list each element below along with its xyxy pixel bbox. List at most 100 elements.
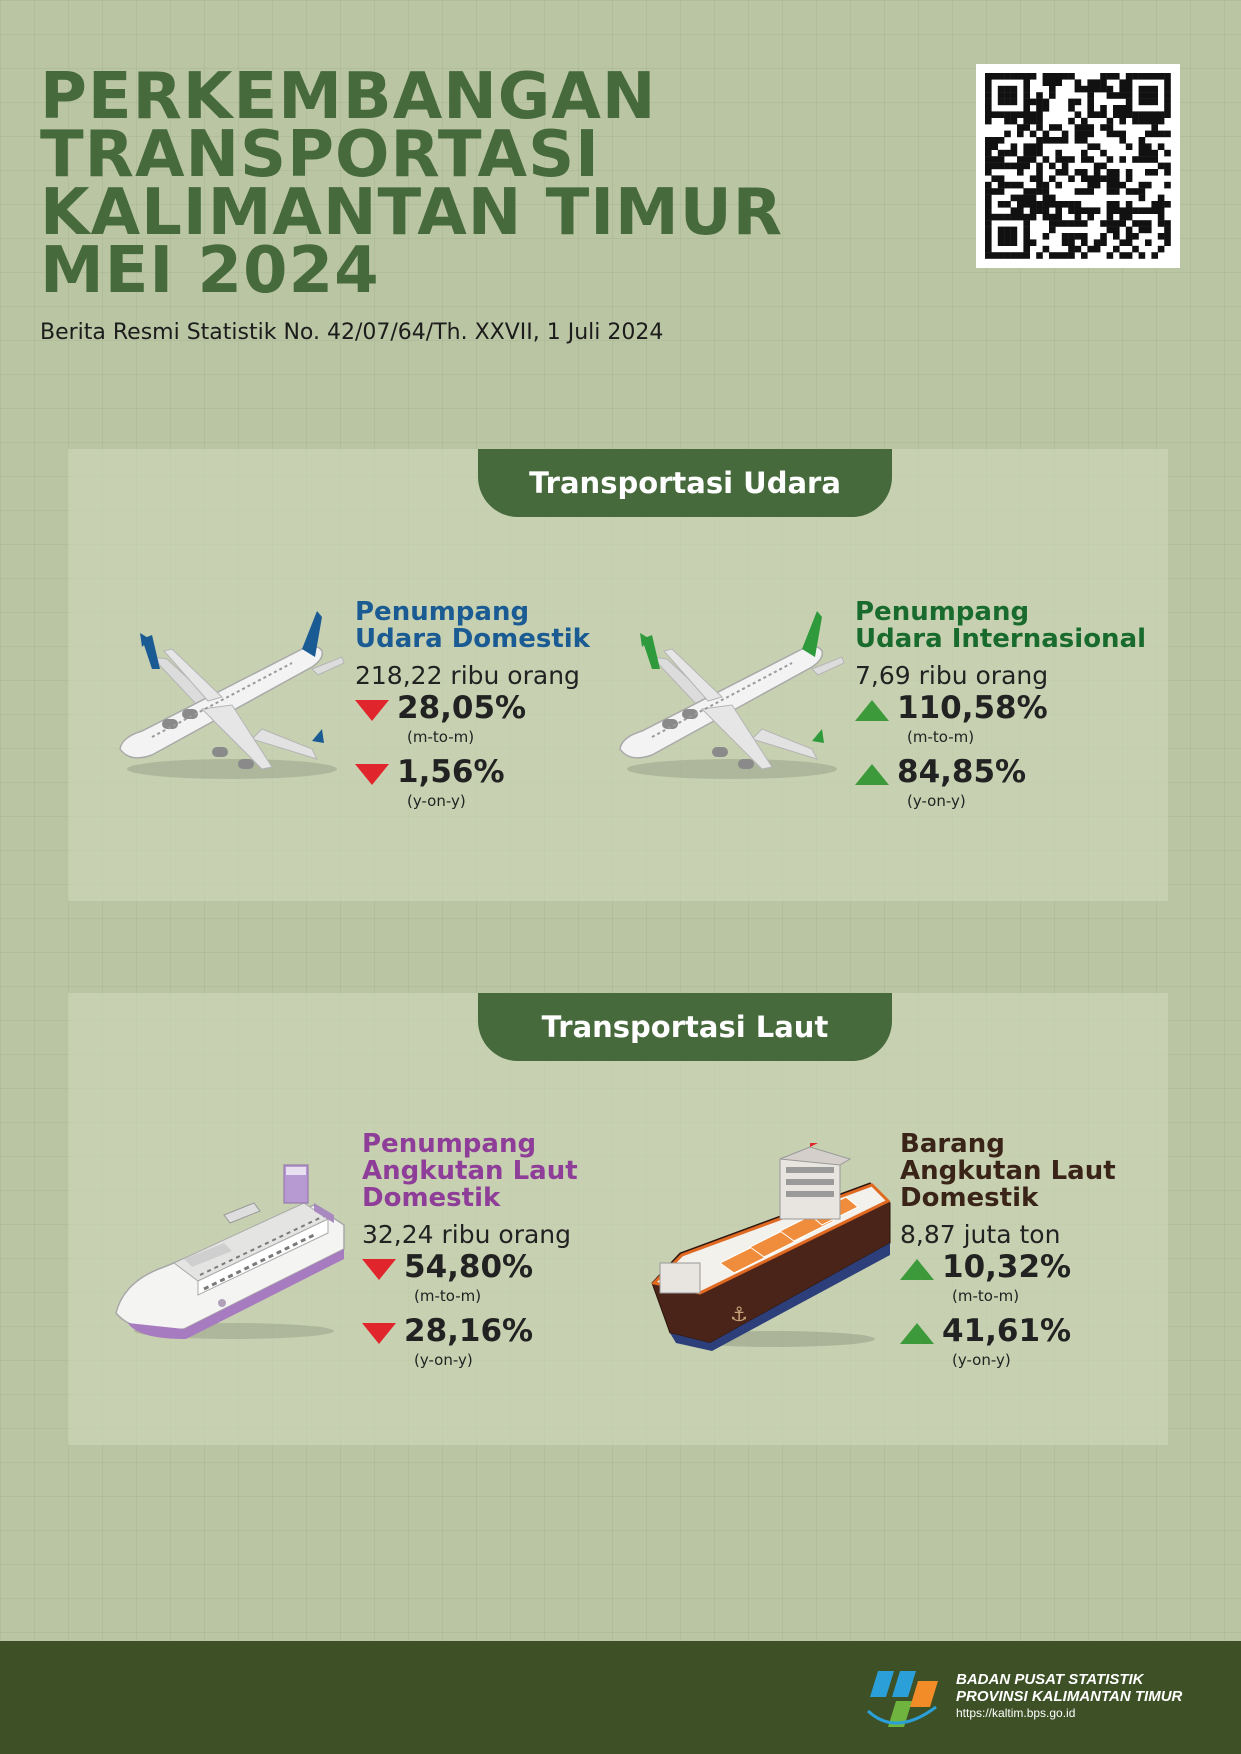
qr-module <box>1074 220 1082 227</box>
qr-module <box>1113 207 1120 214</box>
qr-module <box>1087 79 1094 86</box>
qr-module <box>1042 194 1050 202</box>
qr-module <box>1023 117 1030 125</box>
qr-module <box>1049 213 1056 221</box>
qr-module <box>1049 85 1056 93</box>
change-period: (y-on-y) <box>407 792 466 810</box>
qr-module <box>1017 194 1024 202</box>
qr-module <box>1119 156 1126 163</box>
qr-module <box>1010 194 1018 202</box>
qr-module <box>1106 226 1114 234</box>
change-period: (m-to-m) <box>952 1287 1020 1305</box>
qr-module <box>1074 85 1082 93</box>
qr-module <box>1010 239 1018 246</box>
qr-module <box>997 175 1005 182</box>
qr-module <box>1164 226 1171 234</box>
qr-module <box>1017 73 1024 80</box>
qr-module <box>1151 252 1158 259</box>
qr-module <box>1113 201 1120 208</box>
qr-module <box>1023 85 1030 93</box>
air-international-mtm: 110,58% (m-to-m) <box>855 690 1146 754</box>
qr-module <box>1042 105 1050 112</box>
qr-module <box>1157 245 1165 253</box>
qr-module <box>1029 73 1037 80</box>
sea-passenger-mtm: 54,80% (m-to-m) <box>362 1249 578 1313</box>
qr-module <box>997 149 1005 157</box>
change-value: 54,80% <box>404 1249 534 1285</box>
change-value: 28,16% <box>404 1313 534 1349</box>
qr-module <box>1068 105 1075 112</box>
qr-module <box>1119 239 1126 246</box>
qr-module <box>1164 73 1171 80</box>
qr-code-icon[interactable] <box>976 64 1180 268</box>
qr-module <box>1093 111 1101 118</box>
qr-module <box>1029 117 1037 125</box>
release-subtitle: Berita Resmi Statistik No. 42/07/64/Th. … <box>40 320 664 345</box>
qr-module <box>1068 245 1075 253</box>
air-international-yoy: 84,85% (y-on-y) <box>855 754 1146 818</box>
qr-module <box>1061 169 1069 176</box>
qr-module <box>1087 98 1094 106</box>
qr-module <box>1125 188 1133 195</box>
qr-module <box>1119 213 1126 221</box>
qr-module <box>1125 169 1133 176</box>
qr-module <box>1157 162 1165 170</box>
sea-cargo-stat: Barang Angkutan Laut Domestik 8,87 juta … <box>900 1131 1116 1377</box>
title-line: PERKEMBANGAN <box>40 60 657 134</box>
title-line: Udara Domestik <box>355 624 590 654</box>
qr-module <box>1138 85 1146 93</box>
title-line: Barang <box>900 1129 1005 1159</box>
qr-module <box>1125 98 1133 106</box>
qr-module <box>1042 233 1050 240</box>
qr-module <box>1010 252 1018 259</box>
qr-module <box>1087 111 1094 118</box>
qr-module <box>1145 111 1152 118</box>
qr-module <box>1132 117 1139 125</box>
qr-module <box>1125 252 1133 259</box>
qr-module <box>1113 188 1120 195</box>
qr-module <box>1145 98 1152 106</box>
qr-module <box>1074 137 1082 144</box>
qr-module <box>1004 98 1011 106</box>
qr-module <box>1068 233 1075 240</box>
qr-module <box>1145 85 1152 93</box>
qr-module <box>1125 213 1133 221</box>
qr-module <box>1036 143 1043 150</box>
qr-module <box>997 181 1005 189</box>
qr-module <box>1106 92 1114 99</box>
qr-module <box>1119 252 1126 259</box>
qr-module <box>1106 169 1114 176</box>
qr-module <box>1042 156 1050 163</box>
qr-module <box>1093 79 1101 86</box>
qr-module <box>1132 188 1139 195</box>
qr-module <box>1093 239 1101 246</box>
qr-module <box>1049 226 1056 234</box>
qr-module <box>1100 85 1107 93</box>
qr-module <box>1055 156 1062 163</box>
qr-module <box>1138 73 1146 80</box>
qr-module <box>1106 117 1114 125</box>
org-url-link[interactable]: https://kaltim.bps.go.id <box>956 1706 1076 1720</box>
qr-module <box>1164 181 1171 189</box>
qr-module <box>1029 149 1037 157</box>
qr-module <box>1042 79 1050 86</box>
qr-module <box>1157 220 1165 227</box>
qr-module <box>1029 194 1037 202</box>
qr-module <box>985 169 992 176</box>
qr-module <box>985 137 992 144</box>
qr-module <box>1068 156 1075 163</box>
qr-module <box>1061 220 1069 227</box>
qr-module <box>1100 73 1107 80</box>
qr-module <box>1113 233 1120 240</box>
sea-cargo-mtm: 10,32% (m-to-m) <box>900 1249 1116 1313</box>
qr-module <box>1004 233 1011 240</box>
qr-module <box>991 137 998 144</box>
qr-module <box>1113 226 1120 234</box>
air-domestic-yoy: 1,56% (y-on-y) <box>355 754 590 818</box>
sea-transport-tab: Transportasi Laut <box>478 993 892 1061</box>
qr-module <box>1132 73 1139 80</box>
title-line: Udara Internasional <box>855 624 1147 654</box>
sea-passenger-yoy: 28,16% (y-on-y) <box>362 1313 578 1377</box>
qr-module <box>985 220 992 227</box>
qr-module <box>1087 92 1094 99</box>
